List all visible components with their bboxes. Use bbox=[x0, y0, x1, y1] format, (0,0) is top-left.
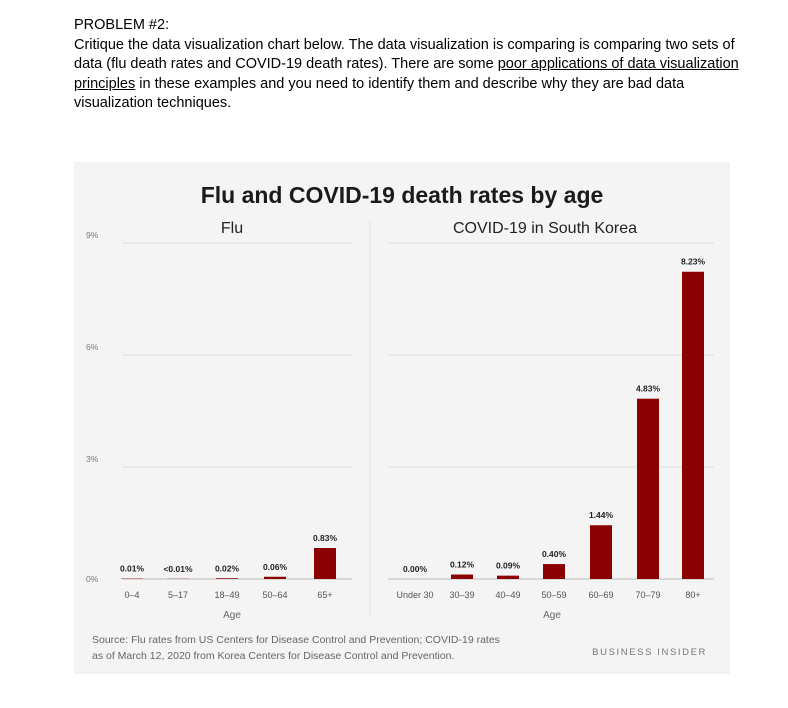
source-note-line-1: Source: Flu rates from US Centers for Di… bbox=[92, 634, 500, 646]
x-tick-label-covid-2: 40–49 bbox=[495, 590, 520, 600]
x-tick-label-covid-4: 60–69 bbox=[588, 590, 613, 600]
data-label-covid-0: 0.00% bbox=[403, 564, 428, 574]
gridlines bbox=[122, 242, 714, 580]
data-label-covid-3: 0.40% bbox=[542, 549, 567, 559]
x-tick-label-flu-4: 65+ bbox=[317, 590, 332, 600]
problem-body: Critique the data visualization chart be… bbox=[74, 36, 754, 114]
data-label-covid-5: 4.83% bbox=[636, 384, 661, 394]
problem-heading: PROBLEM #2: bbox=[74, 17, 170, 33]
data-label-covid-1: 0.12% bbox=[450, 560, 475, 570]
data-label-covid-6: 8.23% bbox=[681, 257, 706, 267]
data-label-covid-4: 1.44% bbox=[589, 510, 614, 520]
problem-text-after: in these examples and you need to identi… bbox=[74, 75, 685, 112]
data-label-flu-2: 0.02% bbox=[215, 563, 240, 573]
x-tick-label-flu-3: 50–64 bbox=[262, 590, 287, 600]
problem-statement: PROBLEM #2: Critique the data visualizat… bbox=[74, 16, 754, 114]
chart-title: Flu and COVID-19 death rates by age bbox=[201, 182, 604, 208]
bar-covid-2 bbox=[497, 575, 519, 579]
y-tick-label: 0% bbox=[86, 574, 99, 584]
x-axis-ticks: 0–4 5–17 18–49 50–64 65+ Under 30 30–39 40–49 50… bbox=[124, 590, 700, 600]
x-tick-label-covid-5: 70–79 bbox=[635, 590, 660, 600]
bar-covid-5 bbox=[637, 398, 659, 579]
x-tick-label-flu-1: 5–17 bbox=[168, 590, 188, 600]
y-tick-label: 9% bbox=[86, 230, 99, 240]
x-tick-label-covid-0: Under 30 bbox=[396, 590, 433, 600]
source-note-line-2: as of March 12, 2020 from Korea Centers … bbox=[92, 650, 454, 662]
x-tick-label-covid-1: 30–39 bbox=[449, 590, 474, 600]
bar-flu-3 bbox=[264, 576, 286, 579]
data-label-flu-1: <0.01% bbox=[163, 564, 193, 574]
bar-flu-2 bbox=[216, 578, 238, 579]
data-label-flu-4: 0.83% bbox=[313, 533, 338, 543]
x-tick-label-flu-2: 18–49 bbox=[214, 590, 239, 600]
panel-title-flu: Flu bbox=[221, 220, 243, 237]
bars bbox=[121, 271, 704, 579]
x-axis-title-flu: Age bbox=[223, 610, 241, 621]
data-label-flu-0: 0.01% bbox=[120, 564, 145, 574]
x-tick-label-flu-0: 0–4 bbox=[124, 590, 139, 600]
x-tick-label-covid-3: 50–59 bbox=[541, 590, 566, 600]
y-tick-label: 3% bbox=[86, 454, 99, 464]
data-label-flu-3: 0.06% bbox=[263, 562, 288, 572]
y-tick-label: 6% bbox=[86, 342, 99, 352]
bar-covid-6 bbox=[682, 271, 704, 579]
problem-underlined-phrase: poor applications of data visualization … bbox=[74, 56, 739, 92]
bar-covid-4 bbox=[590, 525, 612, 579]
bar-covid-3 bbox=[543, 564, 565, 579]
data-labels: 0.01% <0.01% 0.02% 0.06% 0.83% 0.00% 0.12% 0.09… bbox=[120, 257, 706, 574]
problem-text-before: Critique the data visualization chart be… bbox=[74, 36, 735, 73]
data-label-covid-2: 0.09% bbox=[496, 561, 521, 571]
x-axis-title-covid: Age bbox=[543, 610, 561, 621]
y-axis-ticks: 0% 3% 6% 9% bbox=[86, 230, 99, 584]
death-rates-chart: Flu and COVID-19 death rates by age Flu … bbox=[86, 182, 714, 662]
chart-card: Flu and COVID-19 death rates by age Flu … bbox=[74, 162, 730, 674]
panel-title-covid: COVID-19 in South Korea bbox=[453, 220, 637, 237]
brand-logo: BUSINESS INSIDER bbox=[592, 647, 707, 658]
bar-covid-1 bbox=[451, 574, 473, 579]
x-tick-label-covid-6: 80+ bbox=[685, 590, 700, 600]
bar-flu-4 bbox=[314, 548, 336, 579]
